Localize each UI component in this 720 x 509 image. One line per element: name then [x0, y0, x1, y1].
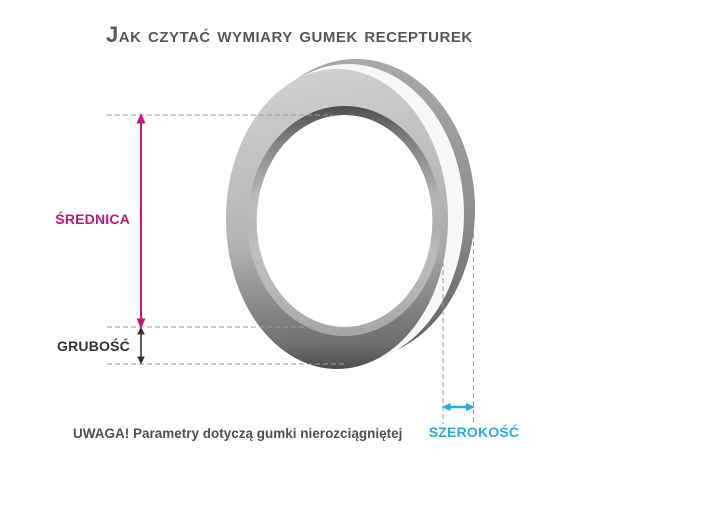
width-label: SZEROKOŚĆ [428, 424, 520, 440]
bottom-edge-shading [226, 69, 448, 369]
width-arrow [441, 403, 475, 411]
page-title: Jak czytać wymiary gumek recepturek [106, 22, 473, 47]
diameter-label: ŚREDNICA [55, 211, 130, 227]
note-text: UWAGA! Parametry dotyczą gumki nierozcią… [73, 426, 403, 441]
diameter-arrow [136, 113, 146, 329]
thickness-label: GRUBOŚĆ [57, 338, 130, 354]
thickness-arrow [137, 326, 145, 365]
